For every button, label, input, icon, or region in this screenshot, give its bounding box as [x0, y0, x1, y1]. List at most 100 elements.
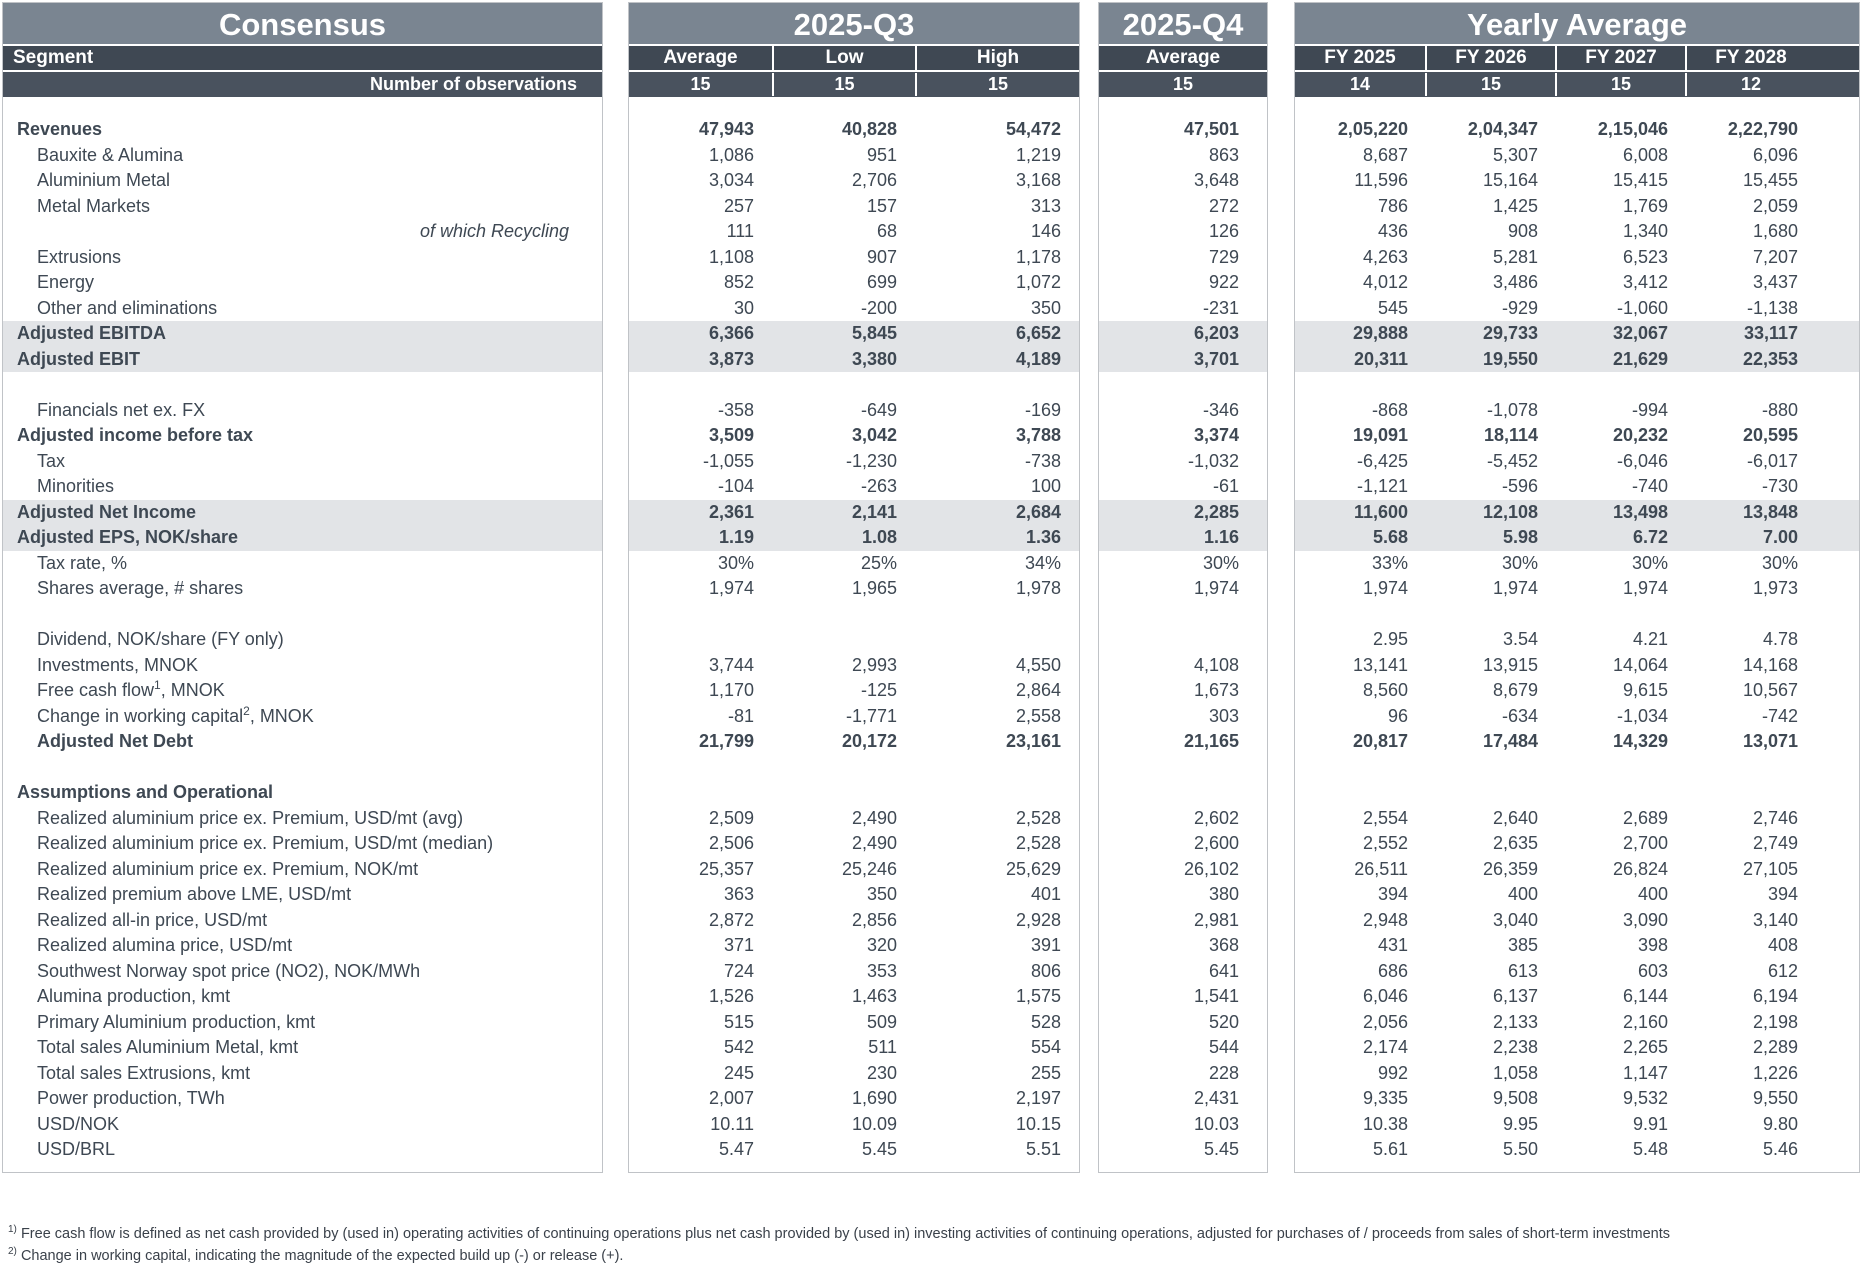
value-cell: 6,366: [708, 323, 754, 344]
value-cell: 380: [1208, 884, 1239, 905]
value-cell: 1.08: [861, 527, 897, 548]
value-cell: 2,238: [1492, 1037, 1538, 1058]
table-row: Power production, TWh: [3, 1086, 602, 1112]
value-cell: 2,746: [1752, 807, 1798, 828]
value-cell: 5.98: [1502, 527, 1538, 548]
value-cell: 1,541: [1193, 986, 1239, 1007]
value-cell: 21,629: [1612, 348, 1668, 369]
row-label: Southwest Norway spot price (NO2), NOK/M…: [37, 960, 421, 981]
table-row: Bauxite & Alumina: [3, 143, 602, 169]
value-cell: 2,993: [851, 654, 897, 675]
value-cell: 2,749: [1752, 833, 1798, 854]
value-cell: 3,509: [708, 425, 754, 446]
table-row: 1,108 907 1,178: [629, 245, 1079, 271]
footnote-1-text: Free cash flow is defined as net cash pr…: [20, 1226, 1670, 1242]
yearly-observation-counts: 14 15 15 12: [1295, 72, 1859, 97]
table-row: 2,056 2,133 2,160 2,198: [1295, 1010, 1859, 1036]
table-row: -868 -1,078 -994 -880: [1295, 398, 1859, 424]
table-row: [1099, 780, 1267, 806]
value-cell: 2,160: [1622, 1011, 1668, 1032]
value-cell: -125: [860, 680, 897, 701]
value-cell: 6,096: [1752, 144, 1798, 165]
value-cell: 6,652: [1015, 323, 1061, 344]
value-cell: 30%: [1631, 552, 1668, 573]
value-cell: 3,412: [1622, 272, 1668, 293]
table-row: Adjusted Net Debt: [3, 729, 602, 755]
row-label: Realized aluminium price ex. Premium, US…: [37, 833, 494, 854]
value-cell: 2,490: [851, 807, 897, 828]
value-cell: 9.80: [1762, 1113, 1798, 1134]
value-cell: 5.45: [861, 1139, 897, 1160]
value-cell: 26,359: [1482, 858, 1538, 879]
value-cell: 13,915: [1482, 654, 1538, 675]
table-row: [629, 780, 1079, 806]
table-row: 30% 25% 34%: [629, 551, 1079, 577]
value-cell: 400: [1637, 884, 1668, 905]
superscript: 1: [154, 678, 161, 693]
value-cell: 852: [723, 272, 754, 293]
value-cell: 2,558: [1015, 705, 1061, 726]
table-row: 1.16: [1099, 525, 1267, 551]
value-cell: 9,335: [1362, 1088, 1408, 1109]
table-row: 29,888 29,733 32,067 33,117: [1295, 321, 1859, 347]
table-row: 1.19 1.08 1.36: [629, 525, 1079, 551]
value-cell: 5.46: [1762, 1139, 1798, 1160]
value-cell: -169: [1024, 399, 1061, 420]
value-cell: -1,060: [1616, 297, 1668, 318]
value-cell: 394: [1377, 884, 1408, 905]
q3-values-body: 47,943 40,828 54,472 1,086 951 1,219 3,034 2,70…: [629, 97, 1079, 1172]
value-cell: 436: [1377, 221, 1408, 242]
table-row: 4,012 3,486 3,412 3,437: [1295, 270, 1859, 296]
row-label: Realized all-in price, USD/mt: [37, 909, 268, 930]
row-label: Financials net ex. FX: [37, 399, 206, 420]
row-label: Realized aluminium price ex. Premium, NO…: [37, 858, 419, 879]
footnote-1-marker: 1): [8, 1224, 17, 1236]
value-cell: 3,040: [1492, 909, 1538, 930]
table-row: 1,526 1,463 1,575: [629, 984, 1079, 1010]
value-cell: 13,071: [1742, 731, 1798, 752]
value-cell: 907: [866, 246, 897, 267]
value-cell: 14,168: [1742, 654, 1798, 675]
value-cell: 368: [1208, 935, 1239, 956]
value-cell: 401: [1030, 884, 1061, 905]
table-row: 2,174 2,238 2,265 2,289: [1295, 1035, 1859, 1061]
table-row: -6,425 -5,452 -6,046 -6,017: [1295, 449, 1859, 475]
value-cell: 2,856: [851, 909, 897, 930]
value-cell: -1,230: [845, 450, 897, 471]
table-row: 2,948 3,040 3,090 3,140: [1295, 908, 1859, 934]
table-row: 6,366 5,845 6,652: [629, 321, 1079, 347]
table-row: Investments, MNOK: [3, 653, 602, 679]
value-cell: 146: [1030, 221, 1061, 242]
table-row: [1295, 755, 1859, 781]
table-row: 30%: [1099, 551, 1267, 577]
value-cell: 3,140: [1752, 909, 1798, 930]
row-label: Metal Markets: [37, 195, 151, 216]
value-cell: 9,508: [1492, 1088, 1538, 1109]
table-row: 8,687 5,307 6,008 6,096: [1295, 143, 1859, 169]
value-cell: 313: [1030, 195, 1061, 216]
observation-count: 15: [772, 73, 915, 96]
value-cell: 612: [1767, 960, 1798, 981]
observation-count: 15: [915, 73, 1079, 96]
table-row: 2,554 2,640 2,689 2,746: [1295, 806, 1859, 832]
row-label: Total sales Aluminium Metal, kmt: [37, 1037, 299, 1058]
column-header: FY 2028: [1685, 46, 1815, 70]
table-row: 21,799 20,172 23,161: [629, 729, 1079, 755]
table-row: 5.61 5.50 5.48 5.46: [1295, 1137, 1859, 1163]
value-cell: 14,329: [1612, 731, 1668, 752]
column-header: FY 2025: [1324, 47, 1396, 68]
q3-observation-counts: 15 15 15: [629, 72, 1079, 97]
table-row: Extrusions: [3, 245, 602, 271]
table-row: 542 511 554: [629, 1035, 1079, 1061]
table-row: Realized aluminium price ex. Premium, NO…: [3, 857, 602, 883]
table-row: [1099, 755, 1267, 781]
table-row: Free cash flow1, MNOK: [3, 678, 602, 704]
table-row: 3,374: [1099, 423, 1267, 449]
value-cell: 3,437: [1752, 272, 1798, 293]
value-cell: 5.51: [1025, 1139, 1061, 1160]
value-cell: 1,425: [1492, 195, 1538, 216]
table-row: Tax rate, %: [3, 551, 602, 577]
value-cell: 4,189: [1015, 348, 1061, 369]
value-cell: -346: [1202, 399, 1239, 420]
q4-values-body: 47,501 863 3,648 272 126 729 922 -231 6,203 3,701…: [1099, 97, 1267, 1172]
